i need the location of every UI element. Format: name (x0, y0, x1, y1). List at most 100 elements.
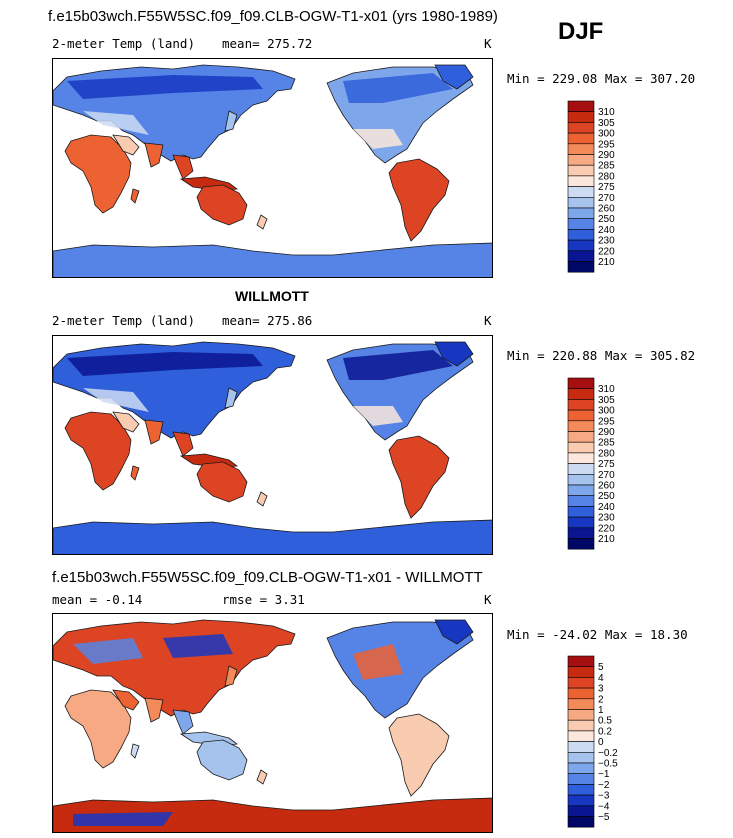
obs-colorbar-swatch (567, 399, 595, 411)
model-region-samerica (388, 158, 450, 242)
diff-colorbar-swatch (567, 805, 595, 817)
diff-field-band-3 (73, 812, 173, 826)
panel-mean-model: mean= 275.72 (222, 36, 313, 51)
model-colorbar-swatch (567, 100, 595, 112)
diff-colorbar-tick-label: −1 (598, 769, 610, 780)
model-colorbar-swatch (567, 261, 595, 273)
model-colorbar-tick-label: 290 (598, 150, 615, 161)
obs-colorbar-swatch (567, 506, 595, 518)
model-colorbar-swatch (567, 229, 595, 241)
obs-colorbar-tick-label: 230 (598, 513, 615, 524)
diff-colorbar-tick-label: −0.2 (598, 748, 618, 759)
obs-colorbar-swatch (567, 474, 595, 486)
diff-colorbar-swatch (567, 677, 595, 689)
model-colorbar-tick-label: 270 (598, 193, 615, 204)
obs-colorbar-swatch (567, 420, 595, 432)
model-colorbar-swatch (567, 207, 595, 219)
obs-field-band-2 (83, 388, 149, 412)
diff-region-africa (64, 689, 132, 769)
diff-region-australia (196, 739, 248, 781)
map-diff-canvas (53, 619, 492, 832)
obs-colorbar-swatch (567, 527, 595, 539)
obs-region-nz (256, 491, 268, 507)
colorbar-diff: 5 4 3 2 1 0.5 0.2 0 −0.2 −0.5 −1 −2 −3 −4 −5 (567, 655, 648, 831)
obs-colorbar-tick-label: 270 (598, 470, 615, 481)
diff-colorbar-tick-label: 5 (598, 662, 604, 673)
model-colorbar-tick-label: 275 (598, 182, 615, 193)
obs-colorbar-swatch (567, 377, 595, 389)
model-colorbar-tick-label: 250 (598, 214, 615, 225)
obs-field-band-1 (343, 350, 453, 380)
panel-title-model: f.e15b03wch.F55W5SC.f09_f09.CLB-OGW-T1-x… (48, 8, 498, 25)
model-colorbar-swatch (567, 111, 595, 123)
diff-region-japan (224, 665, 238, 687)
panel-variable-obs: 2-meter Temp (land) (52, 313, 195, 328)
panel-mean-diff: mean = -0.14 (52, 592, 143, 607)
diff-colorbar-tick-label: 1 (598, 705, 604, 716)
diff-colorbar-swatch (567, 719, 595, 732)
model-colorbar-tick-label: 260 (598, 204, 615, 215)
model-colorbar-tick-label: 305 (598, 118, 615, 129)
colorbar-obs: 310 305 300 295 290 285 280 275 270 260 250 240 230 2… (567, 377, 648, 553)
obs-region-africa (64, 411, 132, 491)
obs-colorbar-swatch (567, 538, 595, 550)
model-colorbar-tick-label: 220 (598, 246, 615, 257)
model-colorbar-swatch (567, 239, 595, 252)
obs-region-antarctica (53, 519, 492, 554)
panel-variable-model: 2-meter Temp (land) (52, 36, 195, 51)
obs-colorbar-tick-label: 210 (598, 534, 615, 545)
obs-colorbar-tick-label: 220 (598, 523, 615, 534)
diff-colorbar-tick-label: 2 (598, 694, 604, 705)
model-field-band-3 (353, 129, 403, 149)
model-region-india (144, 142, 164, 168)
diff-colorbar-swatch (567, 709, 595, 721)
obs-colorbar-swatch (567, 441, 595, 454)
map-model-canvas (53, 64, 492, 277)
panel-minmax-diff: Min = -24.02 Max = 18.30 (507, 627, 688, 642)
panel-title-obs: WILLMOTT (235, 288, 309, 304)
diff-colorbar-tick-label: 0.2 (598, 726, 612, 737)
obs-colorbar-tick-label: 280 (598, 448, 615, 459)
obs-region-india (144, 419, 164, 445)
diff-colorbar-tick-label: 4 (598, 673, 604, 684)
diff-region-greenland (434, 619, 474, 645)
obs-region-madagascar (130, 465, 140, 481)
diff-colorbar-swatch (567, 730, 595, 742)
obs-colorbar-tick-label: 240 (598, 502, 615, 513)
obs-region-arabia (112, 411, 140, 433)
model-colorbar-tick-label: 295 (598, 139, 615, 150)
diff-colorbar-swatch (567, 784, 595, 796)
diff-colorbar-tick-label: −5 (598, 812, 610, 823)
model-colorbar-swatch (567, 143, 595, 155)
model-colorbar-swatch (567, 122, 595, 134)
obs-colorbar-swatch (567, 452, 595, 464)
panel-units-obs: K (484, 313, 492, 328)
obs-colorbar-swatch (567, 409, 595, 422)
model-colorbar-tick-label: 300 (598, 129, 615, 140)
diff-colorbar-tick-label: −0.5 (598, 759, 618, 770)
panel-rmse-diff: rmse = 3.31 (222, 592, 305, 607)
obs-colorbar-tick-label: 290 (598, 427, 615, 438)
map-obs-canvas (53, 341, 492, 554)
panel-mean-obs: mean= 275.86 (222, 313, 313, 328)
diff-colorbar-tick-label: −3 (598, 791, 610, 802)
diff-region-india (144, 697, 164, 723)
diff-colorbar-tick-label: −4 (598, 801, 610, 812)
diff-colorbar-tick-label: 0 (598, 737, 604, 748)
map-obs (52, 335, 493, 555)
obs-colorbar-tick-label: 250 (598, 491, 615, 502)
model-colorbar-tick-label: 230 (598, 236, 615, 247)
model-colorbar-swatch (567, 186, 595, 198)
panel-units-diff: K (484, 592, 492, 607)
model-colorbar-swatch (567, 132, 595, 145)
diff-colorbar-tick-label: 3 (598, 684, 604, 695)
diff-colorbar-swatch (567, 773, 595, 785)
model-region-madagascar (130, 188, 140, 204)
diff-region-arabia (112, 689, 140, 711)
obs-colorbar-swatch (567, 516, 595, 529)
obs-colorbar-tick-label: 260 (598, 481, 615, 492)
obs-region-japan (224, 387, 238, 409)
model-region-africa (64, 134, 132, 214)
model-region-seasia (172, 154, 194, 180)
panel-minmax-obs: Min = 220.88 Max = 305.82 (507, 348, 696, 363)
